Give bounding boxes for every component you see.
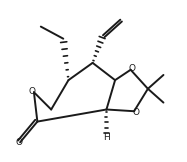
Text: O: O [28, 87, 35, 96]
Text: O: O [132, 108, 139, 117]
Text: O: O [16, 138, 23, 147]
Text: O: O [129, 64, 136, 73]
Text: H: H [103, 133, 110, 142]
